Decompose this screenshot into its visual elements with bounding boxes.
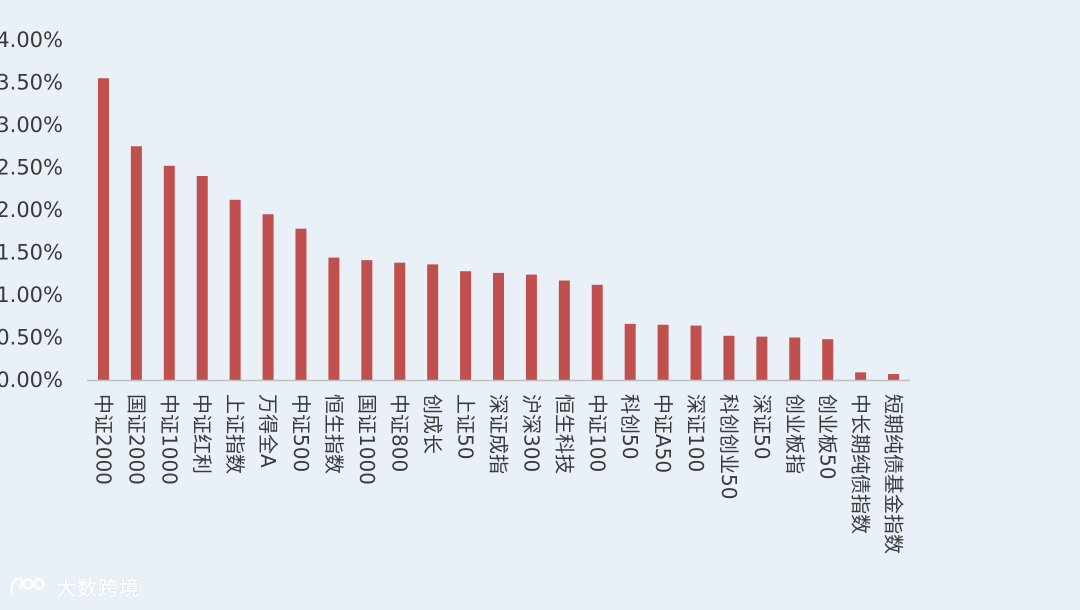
x-category-label: 沪深300 <box>519 394 543 472</box>
x-category-label: 国证1000 <box>355 394 379 485</box>
x-category-label: 深证100 <box>684 394 708 472</box>
x-category-label: 科创创业50 <box>717 394 741 499</box>
x-category-label: 万得全A <box>256 394 280 468</box>
bar <box>328 257 340 380</box>
bar <box>295 228 307 380</box>
x-category-label: 深证成指 <box>487 394 511 474</box>
x-category-label: 中证A50 <box>651 394 675 473</box>
watermark-text: 大数跨境 <box>56 576 140 600</box>
x-category-label: 恒生指数 <box>322 394 346 474</box>
x-category-label: 深证50 <box>750 394 774 459</box>
x-category-label: 上证50 <box>454 394 478 459</box>
bar <box>690 325 702 380</box>
bar <box>97 78 109 380</box>
x-category-label: 中证1000 <box>157 394 181 485</box>
x-category-label: 中证红利 <box>190 394 214 474</box>
y-tick-label: 1.50% <box>0 241 63 265</box>
y-tick-label: 4.00% <box>0 28 63 52</box>
y-tick-label: 0.50% <box>0 326 63 350</box>
bar <box>723 335 735 380</box>
bar <box>855 372 867 380</box>
x-category-label: 上证指数 <box>223 394 247 474</box>
y-tick-label: 3.50% <box>0 71 63 95</box>
bar <box>591 284 603 380</box>
bar <box>427 264 439 380</box>
bar <box>789 337 801 380</box>
y-tick-label: 2.00% <box>0 198 63 222</box>
x-category-label: 中证100 <box>585 394 609 472</box>
x-category-label: 创成长 <box>421 394 445 454</box>
bar <box>460 271 472 380</box>
y-tick-label: 3.00% <box>0 113 63 137</box>
bar <box>130 146 142 380</box>
logo-icon <box>10 577 45 595</box>
bar <box>361 260 373 380</box>
x-category-label: 中长期纯债指数 <box>849 394 873 534</box>
x-category-label: 中证2000 <box>91 394 115 485</box>
x-category-label: 创业板50 <box>816 394 840 479</box>
x-category-label: 中证800 <box>388 394 412 472</box>
bar <box>262 214 274 380</box>
y-tick-label: 1.00% <box>0 283 63 307</box>
y-axis: 0.00% 0.50% 1.00% 1.50% 2.00% 2.50% 3.00% 3.50%… <box>0 28 63 392</box>
x-category-label: 恒生科技 <box>552 394 576 474</box>
bar <box>493 272 504 380</box>
y-tick-label: 0.00% <box>0 368 63 392</box>
bar <box>196 176 208 380</box>
x-category-label: 中证500 <box>289 394 313 472</box>
bar <box>394 262 406 380</box>
y-tick-label: 2.50% <box>0 156 63 180</box>
bar-series <box>97 78 900 380</box>
x-category-label: 创业板指 <box>783 394 807 474</box>
bar <box>525 274 537 380</box>
bar <box>888 374 900 380</box>
bar <box>229 199 241 380</box>
bar <box>163 165 175 380</box>
bar <box>657 324 669 380</box>
watermark: 大数跨境 <box>8 572 140 601</box>
bar <box>822 339 834 380</box>
x-category-label: 短期纯债基金指数 <box>882 394 906 554</box>
bar <box>756 336 768 380</box>
x-axis: 中证2000 国证2000 中证1000 中证红利 上证指数 万得全A 中证500 恒生指数国… <box>91 394 905 554</box>
x-category-label: 国证2000 <box>124 394 148 485</box>
x-category-label: 科创50 <box>618 394 642 459</box>
bar <box>624 323 636 380</box>
bar <box>558 280 570 380</box>
